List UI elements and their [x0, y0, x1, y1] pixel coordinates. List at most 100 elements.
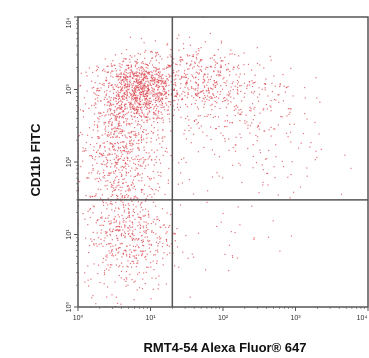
data-point [113, 97, 115, 99]
data-point [174, 82, 176, 84]
data-point [142, 68, 144, 70]
data-point [132, 179, 134, 181]
data-point [110, 133, 112, 135]
data-point [284, 91, 286, 93]
data-point [93, 146, 95, 148]
data-point [211, 103, 213, 105]
data-point [234, 232, 236, 234]
data-point [92, 295, 94, 297]
data-point [135, 206, 137, 208]
data-point [110, 143, 112, 145]
data-point [206, 84, 208, 86]
data-point [153, 151, 156, 153]
data-point [105, 156, 107, 158]
data-point [135, 97, 137, 99]
data-point [137, 62, 139, 64]
data-point [143, 146, 145, 148]
data-point [123, 82, 125, 84]
data-point [120, 166, 122, 168]
data-point [139, 100, 141, 102]
data-point [117, 225, 119, 227]
data-point [149, 97, 151, 99]
data-point [120, 226, 122, 228]
data-point [154, 81, 156, 83]
data-point [120, 132, 122, 135]
data-point [135, 112, 138, 114]
data-point [142, 84, 144, 86]
data-point [131, 85, 133, 87]
data-point [231, 121, 233, 124]
data-point [118, 247, 120, 249]
data-point [98, 137, 101, 139]
data-point [118, 120, 120, 122]
data-point [113, 64, 115, 66]
data-point [101, 194, 104, 196]
data-point [98, 121, 100, 123]
data-point [224, 253, 226, 255]
data-point [290, 131, 292, 133]
data-point [113, 109, 115, 112]
data-point [210, 66, 213, 68]
data-point [116, 114, 118, 116]
data-point [136, 80, 138, 82]
data-point [129, 151, 132, 153]
data-point [214, 82, 216, 84]
data-point [118, 86, 120, 89]
data-point [105, 217, 107, 219]
data-point [155, 139, 158, 141]
data-point [268, 129, 270, 131]
data-point [271, 82, 273, 84]
data-point [157, 134, 159, 136]
data-point [106, 243, 108, 246]
data-point [204, 41, 206, 43]
data-point [216, 83, 218, 85]
data-point [126, 86, 128, 88]
data-point [185, 76, 187, 78]
data-point [283, 166, 285, 168]
data-point [99, 89, 101, 92]
data-point [112, 86, 114, 88]
data-point [144, 98, 146, 100]
data-point [263, 108, 265, 110]
data-point [113, 218, 115, 220]
data-point [145, 75, 147, 77]
data-point [102, 70, 104, 72]
data-point [128, 216, 131, 218]
data-point [162, 154, 164, 156]
data-point [147, 87, 149, 89]
data-point [106, 254, 108, 256]
data-point [88, 67, 90, 69]
data-point [120, 72, 122, 74]
data-point [138, 161, 140, 163]
data-point [80, 166, 82, 168]
data-point [137, 213, 139, 215]
data-point [210, 88, 213, 90]
data-point [129, 132, 131, 134]
data-point [234, 150, 237, 152]
data-point [148, 103, 151, 105]
data-point [135, 89, 137, 91]
data-point [116, 175, 118, 177]
data-point [121, 117, 123, 119]
data-point [163, 252, 165, 254]
data-point [224, 140, 226, 142]
data-point [137, 94, 139, 97]
data-point [165, 239, 167, 241]
data-point [114, 130, 116, 132]
data-point [158, 75, 160, 77]
data-point [123, 84, 125, 86]
data-point [137, 146, 139, 148]
data-point [245, 114, 247, 116]
data-point [141, 119, 143, 121]
x-tick-label: 10⁴ [357, 315, 368, 322]
data-point [124, 70, 126, 72]
data-point [172, 105, 174, 107]
data-point [130, 149, 132, 151]
data-point [198, 73, 200, 75]
data-point [133, 73, 135, 75]
data-point [219, 74, 221, 76]
data-point [271, 90, 273, 93]
data-point [133, 91, 135, 93]
data-point [128, 204, 130, 206]
data-point [108, 114, 110, 116]
